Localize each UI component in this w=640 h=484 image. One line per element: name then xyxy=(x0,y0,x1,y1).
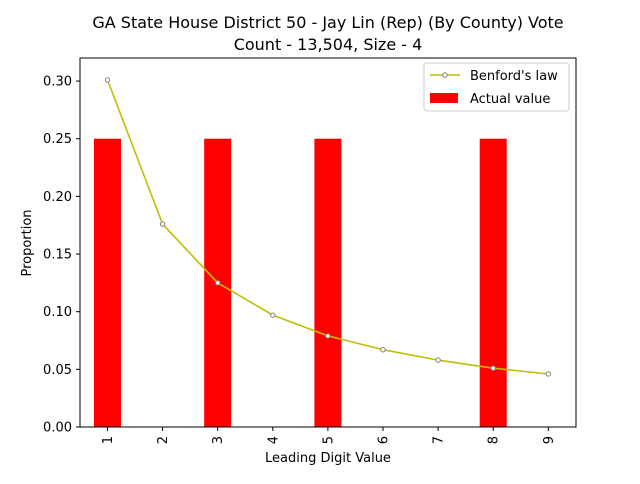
x-tick-label: 4 xyxy=(266,436,281,444)
legend-bar-swatch xyxy=(430,93,458,103)
y-tick-label: 0.05 xyxy=(43,363,72,378)
benford-point-7 xyxy=(435,357,441,363)
y-tick-label: 0.30 xyxy=(43,75,72,90)
y-tick-label: 0.10 xyxy=(43,305,72,320)
x-axis: 1 2 3 4 5 6 7 8 9 xyxy=(101,427,557,444)
x-tick-label: 2 xyxy=(156,436,171,444)
y-axis-label: Proportion xyxy=(20,209,35,276)
benford-point-4 xyxy=(270,312,276,318)
x-tick-label: 8 xyxy=(487,436,502,444)
bar-digit-1 xyxy=(94,138,121,427)
benford-point-9 xyxy=(545,371,551,377)
benford-point-3 xyxy=(215,280,221,286)
benford-point-5 xyxy=(325,333,331,339)
bar-series-actual xyxy=(94,138,507,427)
y-tick-label: 0.25 xyxy=(43,132,72,147)
x-tick-label: 1 xyxy=(101,436,116,444)
benford-point-1 xyxy=(104,77,111,83)
x-axis-label: Leading Digit Value xyxy=(265,451,391,466)
benford-point-2 xyxy=(159,221,166,227)
line-series-benford xyxy=(104,77,551,377)
legend: Benford's law Actual value xyxy=(423,62,570,112)
benford-point-8 xyxy=(490,365,496,371)
x-tick-label: 5 xyxy=(321,436,336,444)
x-tick-label: 7 xyxy=(432,436,447,444)
bar-digit-5 xyxy=(314,138,342,427)
plot-frame xyxy=(79,57,577,428)
y-tick-label: 0.00 xyxy=(43,421,72,436)
chart-title-line-2: Count - 13,504, Size - 4 xyxy=(234,35,423,54)
y-tick-label: 0.20 xyxy=(43,190,72,205)
y-tick-label: 0.15 xyxy=(43,248,72,263)
legend-label-benford: Benford's law xyxy=(470,69,558,84)
legend-frame xyxy=(423,62,570,112)
bar-digit-8 xyxy=(479,138,507,427)
x-tick-label: 6 xyxy=(377,436,392,444)
y-axis: 0.00 0.05 0.10 0.15 0.20 0.25 0.30 xyxy=(43,75,80,436)
benford-point-6 xyxy=(380,347,386,353)
x-tick-label: 9 xyxy=(542,436,557,444)
legend-label-actual: Actual value xyxy=(470,92,550,107)
chart-title-line-1: GA State House District 50 - Jay Lin (Re… xyxy=(92,13,563,32)
legend-marker-swatch xyxy=(442,72,448,78)
x-tick-label: 3 xyxy=(211,436,226,444)
